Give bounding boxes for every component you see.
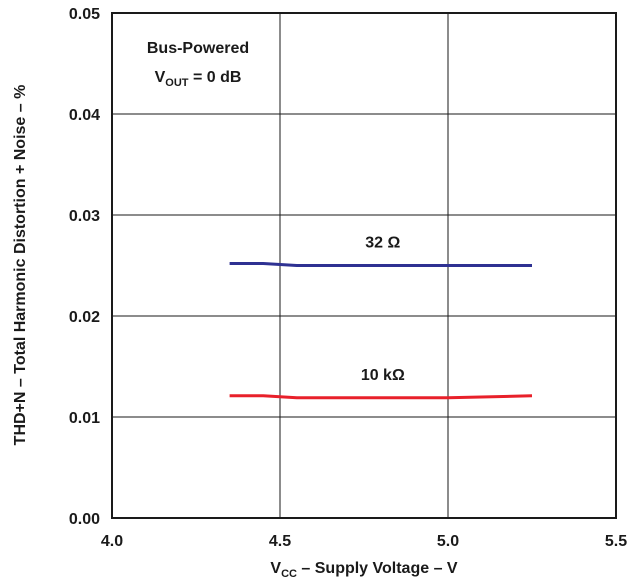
x-axis-label-v: V [270, 560, 281, 577]
x-tick-label: 5.5 [605, 533, 627, 550]
y-tick-label: 0.04 [69, 107, 100, 124]
x-tick-label: 5.0 [437, 533, 459, 550]
x-axis-label-rest: – Supply Voltage – V [297, 560, 458, 577]
annotation-line2: VOUT = 0 dB [155, 69, 242, 89]
y-axis-label: THD+N – Total Harmonic Distortion + Nois… [12, 85, 29, 446]
annotation-line1: Bus-Powered [147, 40, 249, 57]
x-tick-label: 4.5 [269, 533, 291, 550]
series-line-0 [229, 262, 532, 267]
y-tick-label: 0.05 [69, 6, 100, 23]
y-tick-label: 0.01 [69, 410, 100, 427]
y-tick-labels: 0.00 0.01 0.02 0.03 0.04 0.05 [69, 6, 100, 528]
annotation-v: V [155, 69, 166, 86]
annotation-v-subscript: OUT [165, 77, 189, 89]
x-tick-labels: 4.0 4.5 5.0 5.5 [101, 533, 627, 550]
y-tick-label: 0.02 [69, 309, 100, 326]
x-axis-label-subscript: CC [281, 568, 297, 580]
annotation-v-rest: = 0 dB [189, 69, 242, 86]
series-line-1 [229, 394, 533, 400]
x-tick-label: 4.0 [101, 533, 123, 550]
y-tick-label: 0.03 [69, 208, 100, 225]
plot-frame [111, 12, 617, 519]
x-axis-label: VCC – Supply Voltage – V [270, 560, 458, 580]
annotation-background [120, 22, 278, 100]
series-group: 32 Ω 10 kΩ [229, 234, 533, 400]
y-tick-label: 0.00 [69, 511, 100, 528]
series-label-0: 32 Ω [365, 234, 400, 251]
series-label-1: 10 kΩ [361, 367, 405, 384]
